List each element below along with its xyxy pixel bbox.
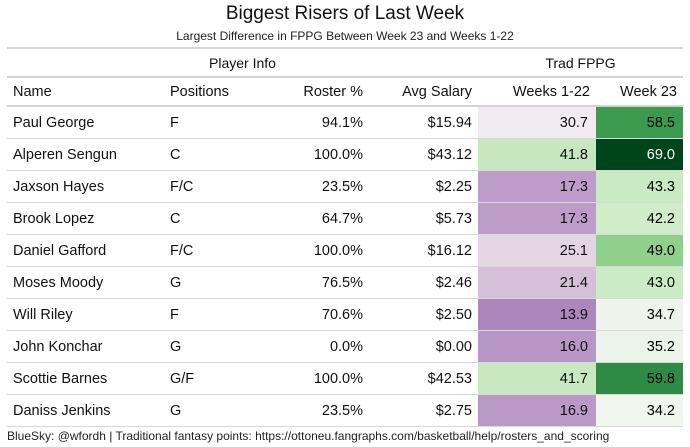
source-footer: BlueSky: @wfordh | Traditional fantasy p… — [7, 429, 610, 443]
column-header-row: Name Positions Roster % Avg Salary Weeks… — [7, 77, 683, 107]
cell-week23: 59.8 — [596, 362, 683, 395]
cell-salary: $2.50 — [369, 298, 478, 331]
cell-name: Alperen Sengun — [7, 138, 164, 171]
table-row: Alperen Sengun C 100.0% $43.12 41.8 69.0 — [7, 138, 683, 171]
cell-positions: G/F — [164, 362, 254, 395]
cell-week23: 49.0 — [596, 234, 683, 267]
cell-week23: 43.0 — [596, 266, 683, 299]
cell-positions: C — [164, 138, 254, 171]
col-header-roster: Roster % — [254, 77, 369, 107]
cell-weeks: 30.7 — [478, 106, 596, 139]
cell-name: Moses Moody — [7, 266, 164, 299]
cell-salary: $2.46 — [369, 266, 478, 299]
cell-weeks: 41.8 — [478, 138, 596, 171]
col-header-positions: Positions — [164, 77, 254, 107]
cell-week23: 35.2 — [596, 330, 683, 363]
table-row: Paul George F 94.1% $15.94 30.7 58.5 — [7, 106, 683, 139]
cell-weeks: 13.9 — [478, 298, 596, 331]
cell-roster: 23.5% — [254, 170, 369, 203]
table-row: Will Riley F 70.6% $2.50 13.9 34.7 — [7, 298, 683, 331]
cell-name: John Konchar — [7, 330, 164, 363]
cell-positions: G — [164, 330, 254, 363]
cell-name: Paul George — [7, 106, 164, 139]
cell-salary: $2.75 — [369, 394, 478, 427]
cell-positions: F — [164, 106, 254, 139]
cell-weeks: 17.3 — [478, 170, 596, 203]
cell-roster: 100.0% — [254, 234, 369, 267]
cell-roster: 0.0% — [254, 330, 369, 363]
cell-salary: $42.53 — [369, 362, 478, 395]
cell-salary: $0.00 — [369, 330, 478, 363]
cell-salary: $2.25 — [369, 170, 478, 203]
cell-positions: F — [164, 298, 254, 331]
cell-salary: $43.12 — [369, 138, 478, 171]
cell-name: Brook Lopez — [7, 202, 164, 235]
cell-roster: 64.7% — [254, 202, 369, 235]
col-header-week23: Week 23 — [596, 77, 683, 107]
cell-roster: 100.0% — [254, 138, 369, 171]
spanner-trad-fppg: Trad FPPG — [478, 47, 683, 78]
cell-positions: G — [164, 266, 254, 299]
risers-table: Player Info Trad FPPG Name Positions Ros… — [7, 47, 683, 427]
cell-weeks: 16.0 — [478, 330, 596, 363]
cell-roster: 94.1% — [254, 106, 369, 139]
table-row: John Konchar G 0.0% $0.00 16.0 35.2 — [7, 330, 683, 363]
cell-week23: 34.2 — [596, 394, 683, 427]
cell-positions: F/C — [164, 170, 254, 203]
cell-week23: 69.0 — [596, 138, 683, 171]
cell-name: Daniss Jenkins — [7, 394, 164, 427]
cell-positions: C — [164, 202, 254, 235]
cell-roster: 70.6% — [254, 298, 369, 331]
cell-name: Will Riley — [7, 298, 164, 331]
cell-weeks: 25.1 — [478, 234, 596, 267]
col-header-weeks: Weeks 1-22 — [478, 77, 596, 107]
table-row: Daniel Gafford F/C 100.0% $16.12 25.1 49… — [7, 234, 683, 267]
cell-roster: 76.5% — [254, 266, 369, 299]
table-row: Scottie Barnes G/F 100.0% $42.53 41.7 59… — [7, 362, 683, 395]
cell-week23: 58.5 — [596, 106, 683, 139]
table-row: Daniss Jenkins G 23.5% $2.75 16.9 34.2 — [7, 394, 683, 427]
cell-weeks: 21.4 — [478, 266, 596, 299]
cell-salary: $15.94 — [369, 106, 478, 139]
spanner-row: Player Info Trad FPPG — [7, 47, 683, 78]
table-row: Jaxson Hayes F/C 23.5% $2.25 17.3 43.3 — [7, 170, 683, 203]
table-row: Moses Moody G 76.5% $2.46 21.4 43.0 — [7, 266, 683, 299]
cell-salary: $5.73 — [369, 202, 478, 235]
cell-week23: 42.2 — [596, 202, 683, 235]
cell-roster: 100.0% — [254, 362, 369, 395]
cell-positions: F/C — [164, 234, 254, 267]
table-title: Biggest Risers of Last Week — [225, 3, 465, 24]
cell-weeks: 17.3 — [478, 202, 596, 235]
cell-week23: 34.7 — [596, 298, 683, 331]
cell-salary: $16.12 — [369, 234, 478, 267]
table-body: Paul George F 94.1% $15.94 30.7 58.5 Alp… — [7, 106, 683, 427]
cell-roster: 23.5% — [254, 394, 369, 427]
table-subtitle: Largest Difference in FPPG Between Week … — [176, 29, 514, 43]
cell-weeks: 16.9 — [478, 394, 596, 427]
col-header-name: Name — [7, 77, 164, 107]
spanner-player-info: Player Info — [7, 47, 478, 78]
cell-name: Jaxson Hayes — [7, 170, 164, 203]
cell-positions: G — [164, 394, 254, 427]
cell-name: Daniel Gafford — [7, 234, 164, 267]
cell-week23: 43.3 — [596, 170, 683, 203]
cell-weeks: 41.7 — [478, 362, 596, 395]
cell-name: Scottie Barnes — [7, 362, 164, 395]
col-header-salary: Avg Salary — [369, 77, 478, 107]
table-row: Brook Lopez C 64.7% $5.73 17.3 42.2 — [7, 202, 683, 235]
